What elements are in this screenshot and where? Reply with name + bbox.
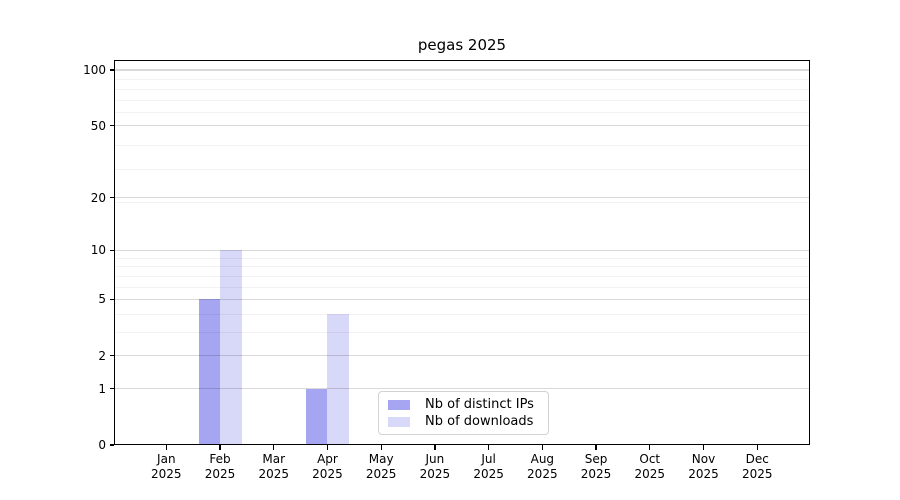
bar-apr-downloads xyxy=(327,314,349,445)
y-tick-mark-0 xyxy=(109,444,114,446)
gridline-major-2 xyxy=(114,355,810,357)
legend-entry-downloads: Nb of downloads xyxy=(379,413,548,430)
x-tick-month: Nov xyxy=(691,452,716,466)
x-tick-mark-aug xyxy=(541,445,544,450)
y-tick-mark-100 xyxy=(109,69,114,71)
gridline-minor xyxy=(114,88,810,90)
gridline-minor xyxy=(114,332,810,334)
x-tick-mark-jul xyxy=(488,445,490,450)
gridline-minor xyxy=(114,79,810,81)
x-tick-label-sep: Sep 2025 xyxy=(564,452,628,482)
x-tick-month: Feb xyxy=(209,452,231,466)
x-tick-month: Dec xyxy=(745,452,769,466)
x-tick-year: 2025 xyxy=(151,467,182,481)
y-tick-mark-10 xyxy=(109,249,114,251)
gridline-major-10 xyxy=(114,249,810,251)
x-tick-label-apr: Apr 2025 xyxy=(295,452,359,482)
x-tick-year: 2025 xyxy=(473,467,504,481)
y-tick-mark-20 xyxy=(109,197,114,199)
x-tick-label-jun: Jun 2025 xyxy=(403,452,467,482)
y-tick-label-5: 5 xyxy=(98,292,106,307)
x-tick-year: 2025 xyxy=(527,467,558,481)
x-tick-mark-mar xyxy=(273,445,275,450)
legend-swatch-downloads xyxy=(388,416,410,427)
legend-entry-distinct-ips: Nb of distinct IPs xyxy=(379,396,548,413)
x-tick-mark-jan xyxy=(165,445,167,450)
y-tick-mark-2 xyxy=(109,355,114,357)
y-tick-label-2: 2 xyxy=(98,348,106,363)
x-tick-label-feb: Feb 2025 xyxy=(188,452,252,482)
x-tick-mark-feb xyxy=(219,445,221,450)
x-tick-mark-may xyxy=(380,445,382,450)
chart-title: pegas 2025 xyxy=(417,36,507,54)
x-tick-label-may: May 2025 xyxy=(349,452,413,482)
x-tick-month: Oct xyxy=(639,452,661,466)
gridline-minor xyxy=(114,145,810,147)
x-tick-year: 2025 xyxy=(204,467,236,481)
y-tick-label-0: 0 xyxy=(98,438,106,452)
x-tick-year: 2025 xyxy=(688,467,719,481)
x-tick-month: Jun xyxy=(425,452,445,466)
x-tick-month: May xyxy=(368,452,394,466)
gridline-minor xyxy=(114,201,810,203)
gridline-minor xyxy=(114,99,810,101)
y-tick-label-10: 10 xyxy=(90,243,106,258)
x-tick-month: Aug xyxy=(530,452,555,466)
x-tick-label-mar: Mar 2025 xyxy=(242,452,306,482)
gridline-minor xyxy=(114,266,810,268)
x-tick-year: 2025 xyxy=(258,467,289,481)
legend-label-downloads: Nb of downloads xyxy=(425,414,534,429)
gridline-major-1 xyxy=(114,388,810,390)
x-tick-month: Mar xyxy=(262,452,286,466)
x-tick-month: Jan xyxy=(157,452,176,466)
gridline-minor xyxy=(114,286,810,288)
x-tick-label-aug: Aug 2025 xyxy=(510,452,574,482)
x-tick-month: Apr xyxy=(317,452,338,466)
x-tick-label-jan: Jan 2025 xyxy=(134,452,198,482)
y-tick-label-20: 20 xyxy=(90,190,106,205)
bar-apr-distinct-ips xyxy=(305,388,328,445)
gridline-minor xyxy=(114,314,810,316)
x-tick-label-jul: Jul 2025 xyxy=(457,452,521,482)
gridline-minor xyxy=(114,112,810,114)
legend: Nb of distinct IPs Nb of downloads xyxy=(378,391,549,435)
y-tick-label-50: 50 xyxy=(90,118,106,133)
gridline-major-5 xyxy=(114,298,810,301)
legend-swatch-distinct-ips xyxy=(388,399,410,410)
gridline-minor xyxy=(114,257,810,259)
x-tick-mark-nov xyxy=(702,445,705,450)
x-tick-month: Jul xyxy=(481,452,496,466)
plot-area xyxy=(114,60,810,445)
x-tick-year: 2025 xyxy=(419,467,451,481)
gridline-major-100 xyxy=(114,69,810,71)
bar-feb-distinct-ips xyxy=(198,299,221,445)
x-tick-mark-dec xyxy=(756,445,758,450)
y-tick-label-100: 100 xyxy=(83,63,106,77)
x-tick-mark-jun xyxy=(434,445,436,450)
x-tick-year: 2025 xyxy=(741,467,773,481)
legend-label-distinct-ips: Nb of distinct IPs xyxy=(425,397,534,412)
x-tick-month: Sep xyxy=(584,452,608,466)
x-tick-mark-apr xyxy=(326,445,329,450)
y-tick-mark-1 xyxy=(109,388,114,390)
x-tick-year: 2025 xyxy=(365,467,397,481)
x-tick-year: 2025 xyxy=(634,467,666,481)
x-tick-year: 2025 xyxy=(312,467,343,481)
y-tick-mark-50 xyxy=(109,124,114,127)
y-tick-label-1: 1 xyxy=(98,381,106,396)
gridline-major-20 xyxy=(114,197,810,199)
x-tick-mark-sep xyxy=(595,445,597,450)
bar-feb-downloads xyxy=(220,250,242,445)
x-tick-year: 2025 xyxy=(580,467,612,481)
x-tick-label-oct: Oct 2025 xyxy=(618,452,682,482)
gridline-minor xyxy=(114,276,810,278)
gridline-major-50 xyxy=(114,124,810,127)
x-tick-mark-oct xyxy=(649,445,651,450)
y-tick-mark-5 xyxy=(109,298,114,301)
x-tick-label-nov: Nov 2025 xyxy=(672,452,736,482)
gridline-minor xyxy=(114,168,810,170)
x-tick-label-dec: Dec 2025 xyxy=(725,452,789,482)
